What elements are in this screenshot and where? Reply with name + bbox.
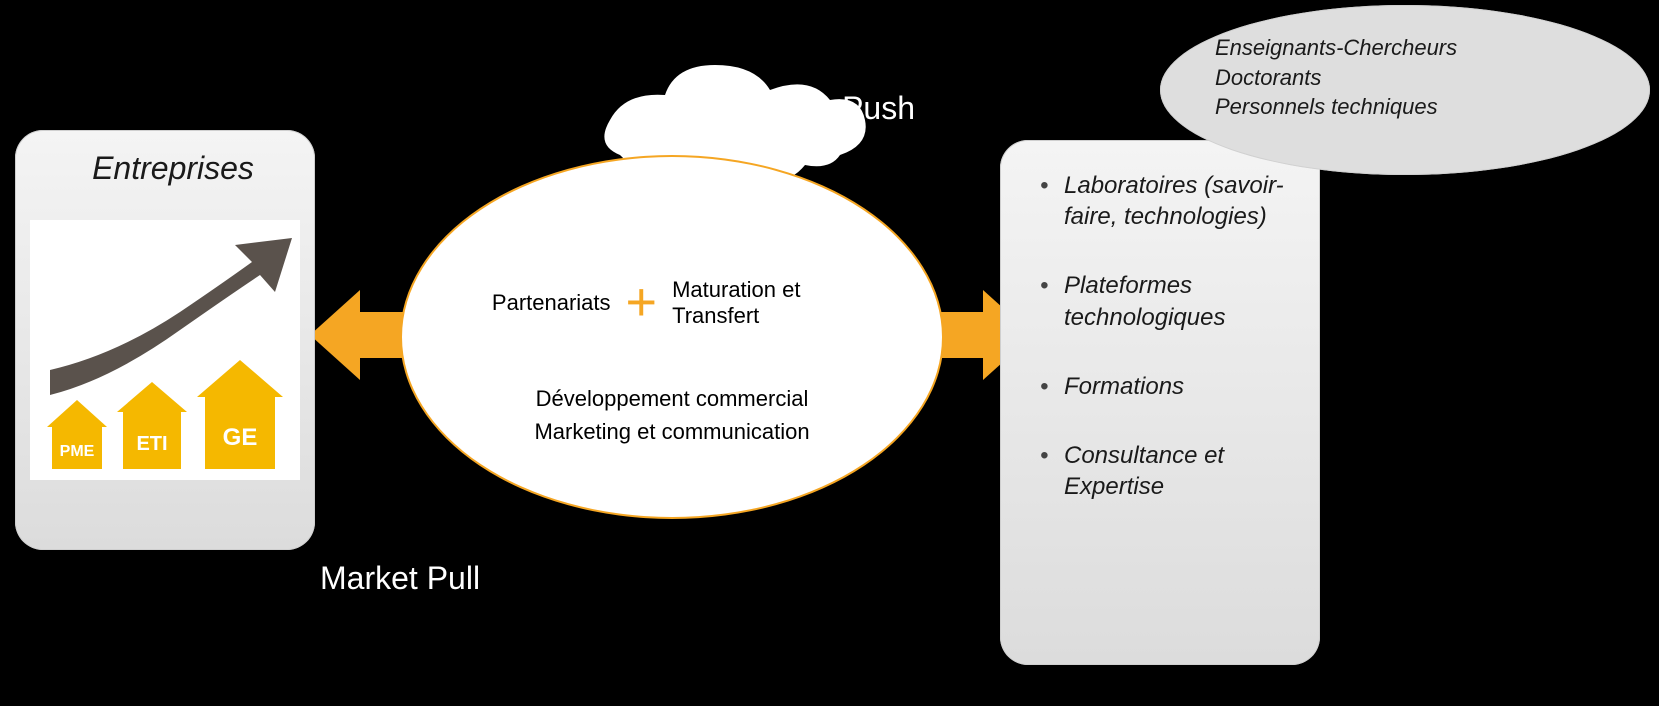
center-ellipse: Partenariats + Maturation et Transfert D… [400, 155, 944, 519]
center-bottom: Développement commercial Marketing et co… [402, 382, 942, 448]
market-pull-label: Market Pull [320, 560, 480, 597]
offer-item: Formations [1040, 371, 1300, 402]
offer-panel: Laboratoires (savoir-faire, technologies… [1000, 140, 1320, 665]
center-bottom-line-2: Marketing et communication [402, 415, 942, 448]
people-line: Doctorants [1215, 63, 1595, 93]
house-label-eti: ETI [136, 433, 167, 455]
people-line: Enseignants-Chercheurs [1215, 33, 1595, 63]
center-bottom-line-1: Développement commercial [402, 382, 942, 415]
offer-list: Laboratoires (savoir-faire, technologies… [1040, 170, 1300, 502]
people-line: Personnels techniques [1215, 92, 1595, 122]
house-label-pme: PME [60, 443, 95, 460]
techno-push-label: Techno Push [730, 90, 915, 127]
offer-item: Consultance et Expertise [1040, 440, 1300, 502]
house-label-ge: GE [223, 424, 258, 451]
center-left-label: Partenariats [492, 290, 611, 316]
center-top-row: Partenariats + Maturation et Transfert [402, 277, 942, 329]
offer-item: Laboratoires (savoir-faire, technologies… [1040, 170, 1300, 232]
center-right-label: Maturation et Transfert [672, 277, 852, 329]
offer-item: Plateformes technologiques [1040, 270, 1300, 332]
entreprises-panel: Entreprises PME ETI GE [15, 130, 315, 550]
people-ellipse: Enseignants-Chercheurs Doctorants Person… [1160, 5, 1650, 175]
entreprises-illustration: PME ETI GE [30, 220, 300, 480]
plus-icon: + [626, 281, 658, 324]
growth-houses-icon: PME ETI GE [30, 220, 300, 480]
entreprises-title: Entreprises [43, 150, 303, 187]
